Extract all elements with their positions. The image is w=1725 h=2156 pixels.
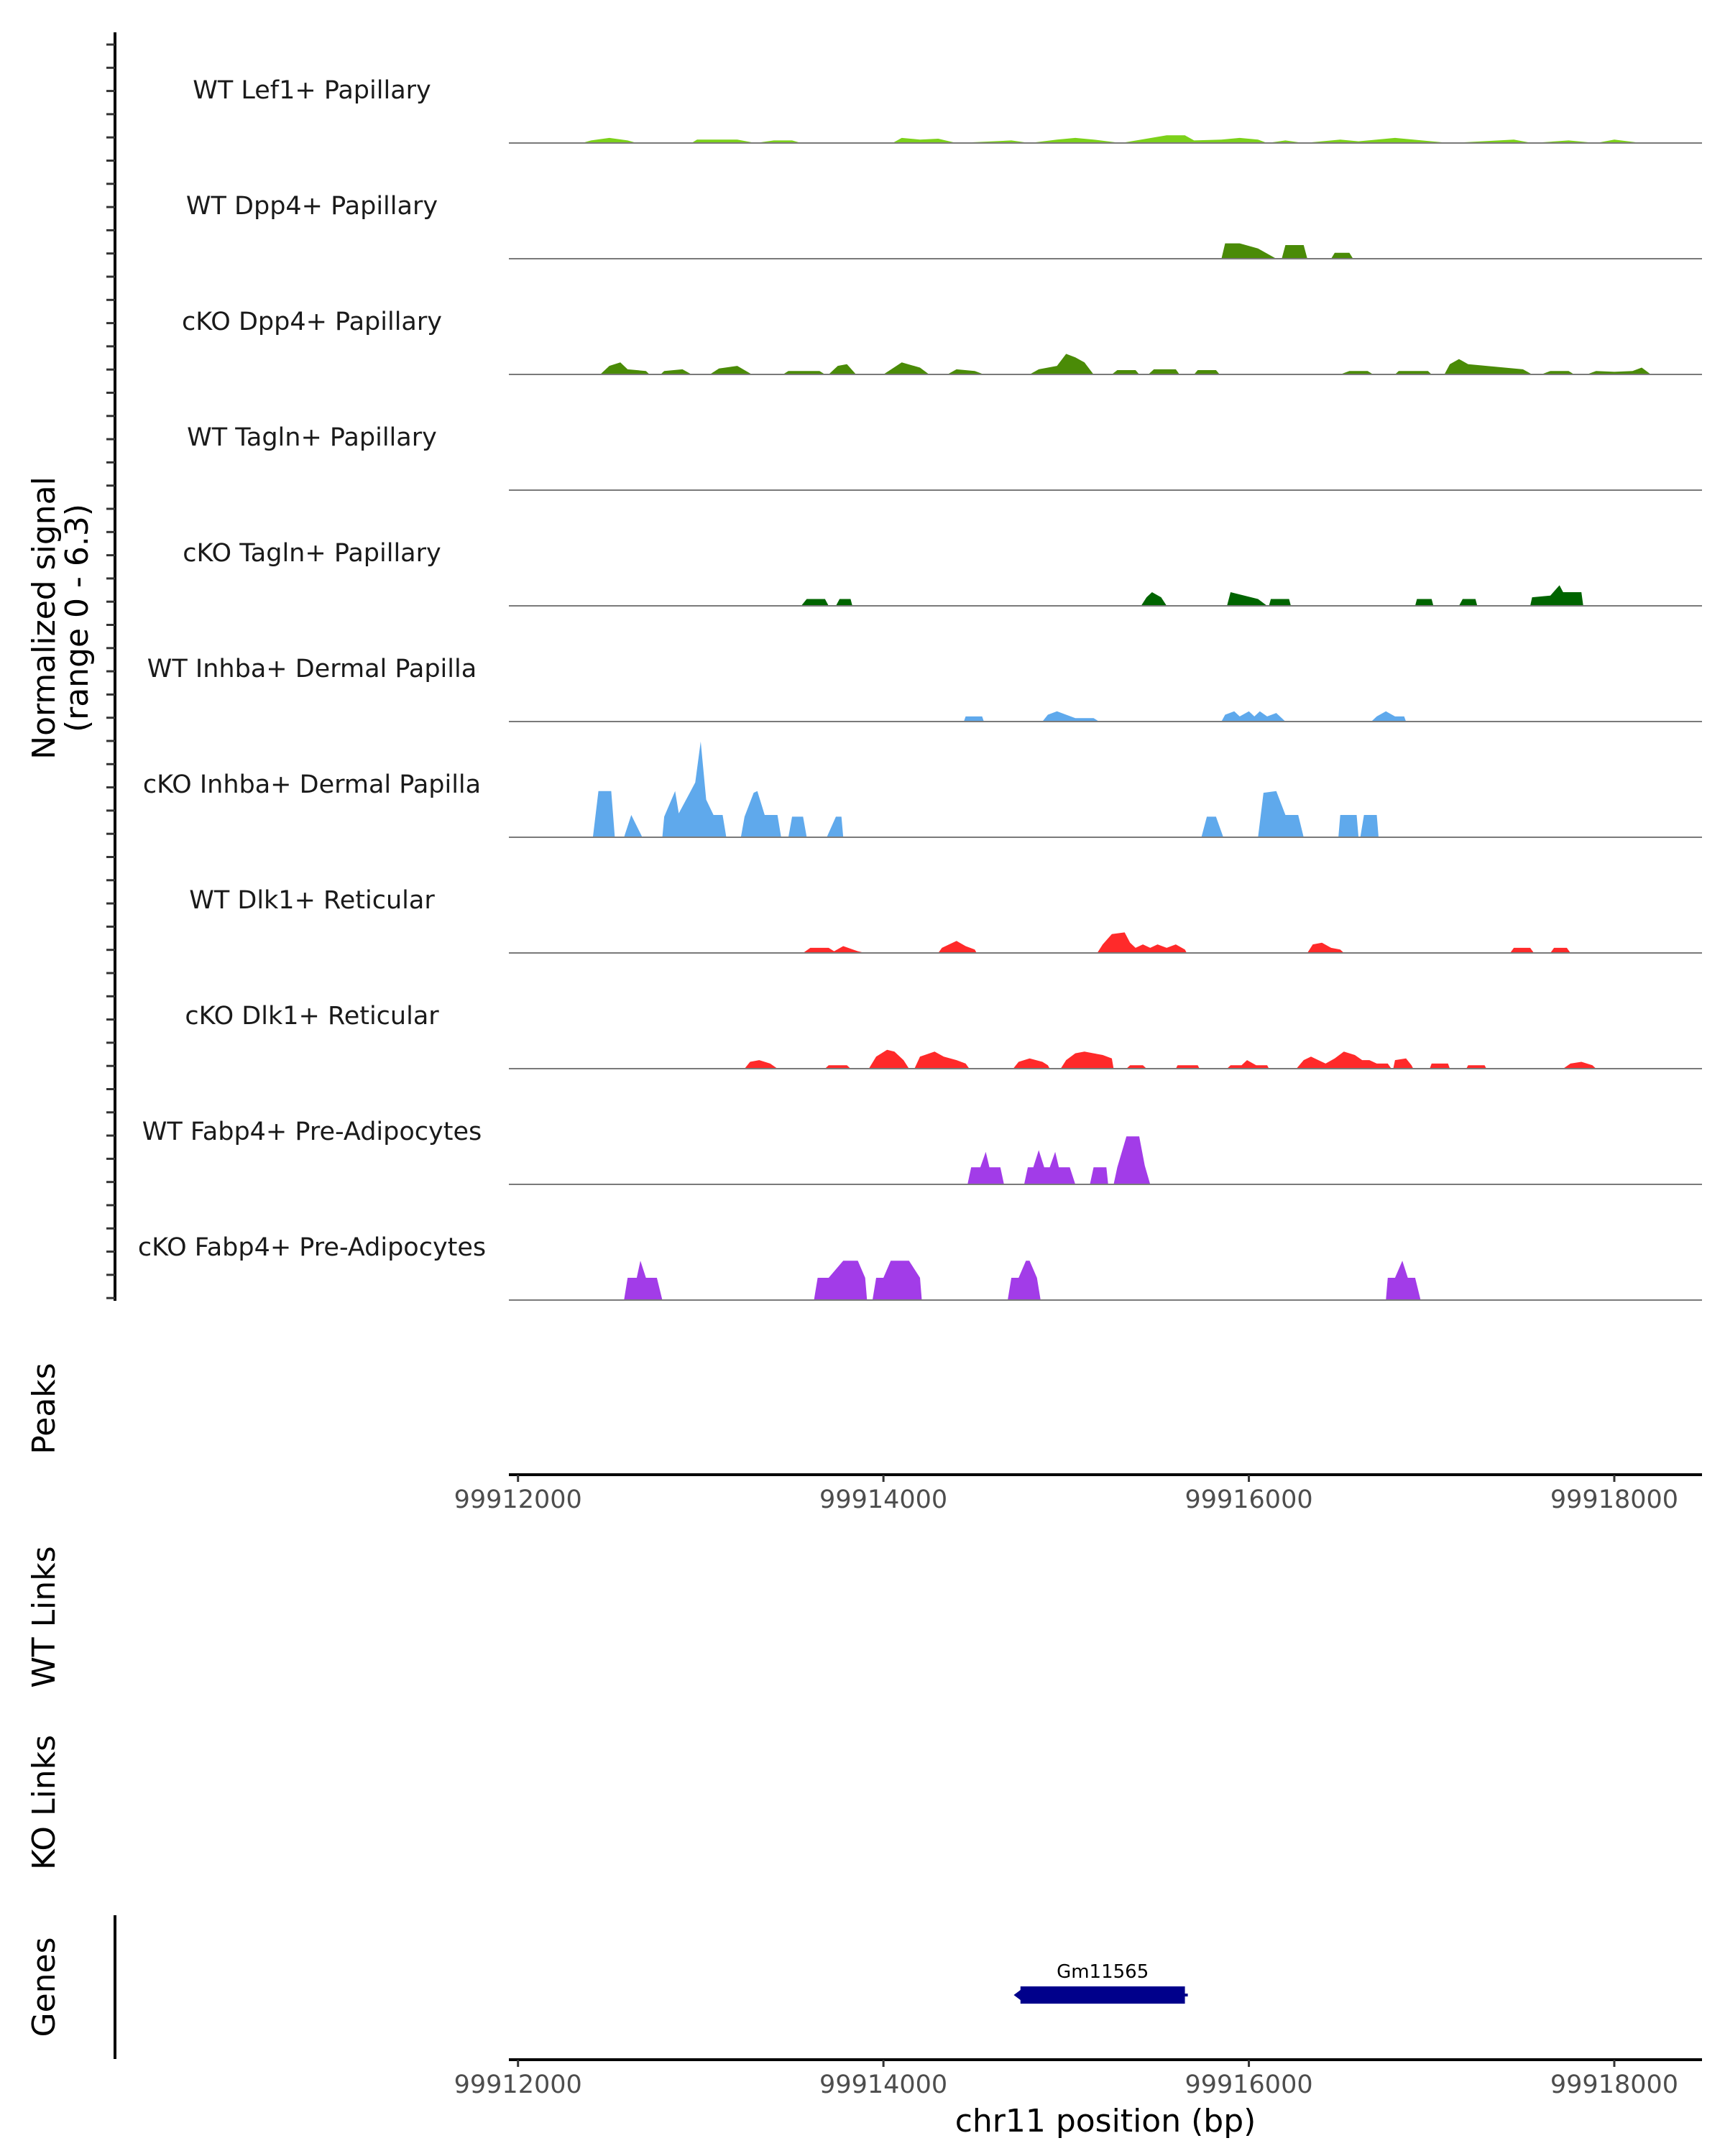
- track-label: cKO Fabp4+ Pre-Adipocytes: [138, 1233, 486, 1262]
- y-axis-title: Normalized signal: [26, 476, 63, 760]
- peaks-x-tick-label: 99916000: [1184, 1485, 1312, 1514]
- track-label: cKO Tagln+ Papillary: [183, 539, 441, 568]
- track: WT Inhba+ Dermal Papilla: [147, 655, 1702, 722]
- genes-panel-label: Genes: [26, 1937, 63, 2037]
- peaks-panel-label: Peaks: [26, 1363, 63, 1454]
- track: cKO Tagln+ Papillary: [183, 539, 1702, 607]
- track-label: cKO Dlk1+ Reticular: [185, 1002, 439, 1031]
- track-label: WT Lef1+ Papillary: [193, 76, 431, 105]
- strand-arrow-icon: [1013, 1987, 1026, 2003]
- coverage-area: [803, 932, 1570, 953]
- peaks-x-axis: 99912000 99914000 99916000 99918000: [454, 1475, 1678, 1514]
- track-label: WT Inhba+ Dermal Papilla: [147, 655, 477, 683]
- genes-x-tick-label: 99914000: [819, 2070, 947, 2099]
- track: cKO Fabp4+ Pre-Adipocytes: [138, 1233, 1702, 1301]
- coverage-area: [600, 354, 1651, 374]
- gene-label: Gm11565: [1057, 1961, 1149, 1983]
- genes-x-tick-label: 99916000: [1184, 2070, 1312, 2099]
- track: cKO Inhba+ Dermal Papilla: [143, 741, 1702, 838]
- y-axis-subtitle: (range 0 - 6.3): [59, 504, 96, 732]
- track-label: WT Tagln+ Papillary: [187, 423, 437, 452]
- track-label: cKO Inhba+ Dermal Papilla: [143, 770, 481, 799]
- track: WT Lef1+ Papillary: [193, 76, 1702, 144]
- track: cKO Dpp4+ Papillary: [182, 308, 1702, 375]
- wt-links-panel-label: WT Links: [26, 1546, 63, 1687]
- peaks-x-tick-label: 99914000: [819, 1485, 947, 1514]
- genes-x-tick-label: 99912000: [454, 2070, 582, 2099]
- coverage-area: [801, 585, 1583, 606]
- coverage-tracks: WT Lef1+ Papillary WT Dpp4+ Papillary cKO …: [138, 76, 1702, 1301]
- track-label: WT Fabp4+ Pre-Adipocytes: [142, 1118, 482, 1146]
- coverage-area: [624, 1261, 1421, 1300]
- track: WT Fabp4+ Pre-Adipocytes: [142, 1118, 1702, 1185]
- track-label: WT Dlk1+ Reticular: [189, 886, 435, 915]
- genes-x-axis: 99912000 99914000 99916000 99918000: [454, 2060, 1678, 2099]
- coverage-area: [964, 711, 1407, 722]
- genes-x-tick-label: 99918000: [1550, 2070, 1678, 2099]
- track: cKO Dlk1+ Reticular: [185, 1002, 1702, 1069]
- coverage-area: [592, 741, 1379, 837]
- track-label: WT Dpp4+ Papillary: [186, 192, 438, 221]
- coverage-area: [967, 1136, 1151, 1184]
- track-label: cKO Dpp4+ Papillary: [182, 308, 442, 336]
- track: WT Dpp4+ Papillary: [186, 192, 1702, 259]
- coverage-area: [1221, 243, 1353, 259]
- coverage-area: [581, 135, 1642, 143]
- coverage-axis-ticks: [106, 43, 115, 1299]
- x-axis-title: chr11 position (bp): [955, 2103, 1256, 2139]
- peaks-x-tick-label: 99912000: [454, 1485, 582, 1514]
- ko-links-panel-label: KO Links: [26, 1735, 63, 1870]
- gene-annotations: Gm11565: [1013, 1961, 1188, 2004]
- track: WT Tagln+ Papillary: [187, 423, 1702, 491]
- peaks-x-tick-label: 99918000: [1550, 1485, 1678, 1514]
- track: WT Dlk1+ Reticular: [189, 886, 1702, 954]
- coverage-area: [744, 1049, 1596, 1069]
